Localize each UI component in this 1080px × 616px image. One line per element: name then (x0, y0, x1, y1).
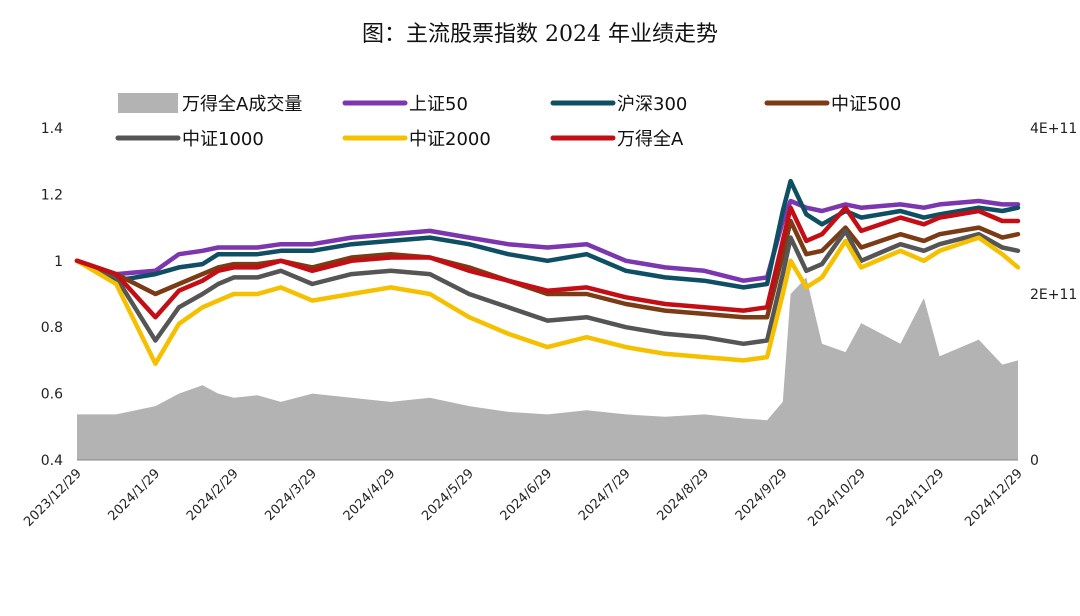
y-left-tick-label: 0.8 (41, 320, 63, 336)
series-line-1 (74, 198, 1021, 283)
x-tick-label: 2024/5/29 (419, 466, 477, 524)
x-tick-label: 2024/8/29 (654, 466, 712, 524)
x-tick-label: 2024/6/29 (498, 466, 556, 524)
series-line-4 (74, 228, 1021, 347)
x-tick-label: 2024/10/29 (805, 466, 869, 530)
x-tick-label: 2024/12/29 (962, 466, 1026, 530)
y-left-tick-label: 1.2 (41, 187, 63, 203)
x-tick-label: 2024/9/29 (733, 466, 791, 524)
series-line-3 (74, 218, 1021, 320)
volume-area-layer (77, 277, 1018, 460)
y-right-tick-label: 2E+11 (1030, 287, 1077, 303)
y-left-tick-label: 1.4 (41, 121, 63, 137)
legend-label-1: 上证50 (409, 94, 468, 115)
legend-label-3: 中证500 (831, 94, 901, 115)
y-left-tick-label: 1 (54, 254, 63, 270)
series-line-6 (74, 205, 1021, 320)
x-tick-label: 2024/1/29 (105, 466, 163, 524)
legend-label-5: 中证2000 (409, 129, 491, 150)
legend: 万得全A成交量 上证50 沪深300 中证500 中证1000 中证2000 万得全A (115, 93, 901, 150)
x-tick-label: 2024/7/29 (576, 466, 634, 524)
legend-label-4: 中证1000 (182, 129, 264, 150)
legend-label-2: 沪深300 (617, 94, 687, 115)
x-tick-label: 2024/4/29 (341, 466, 399, 524)
legend-label-6: 万得全A (617, 129, 684, 150)
x-tick-label: 2024/11/29 (884, 466, 948, 530)
x-tick-label: 2024/3/29 (262, 466, 320, 524)
legend-label-0: 万得全A成交量 (182, 94, 302, 115)
x-tick-label: 2023/12/29 (21, 466, 85, 530)
legend-swatch-volume (118, 93, 178, 113)
chart-title: 图：主流股票指数 2024 年业绩走势 (362, 22, 718, 47)
x-tick-label: 2024/2/29 (184, 466, 242, 524)
y-right-tick-label: 4E+11 (1030, 121, 1077, 137)
series-line-5 (74, 235, 1021, 366)
y-right-tick-label: 0 (1030, 453, 1039, 469)
series-line-2 (74, 178, 1021, 290)
y-left-tick-label: 0.6 (41, 387, 63, 403)
index-lines-layer (74, 178, 1021, 366)
y-left-tick-label: 0.4 (41, 453, 63, 469)
series-area-volume (77, 277, 1018, 460)
